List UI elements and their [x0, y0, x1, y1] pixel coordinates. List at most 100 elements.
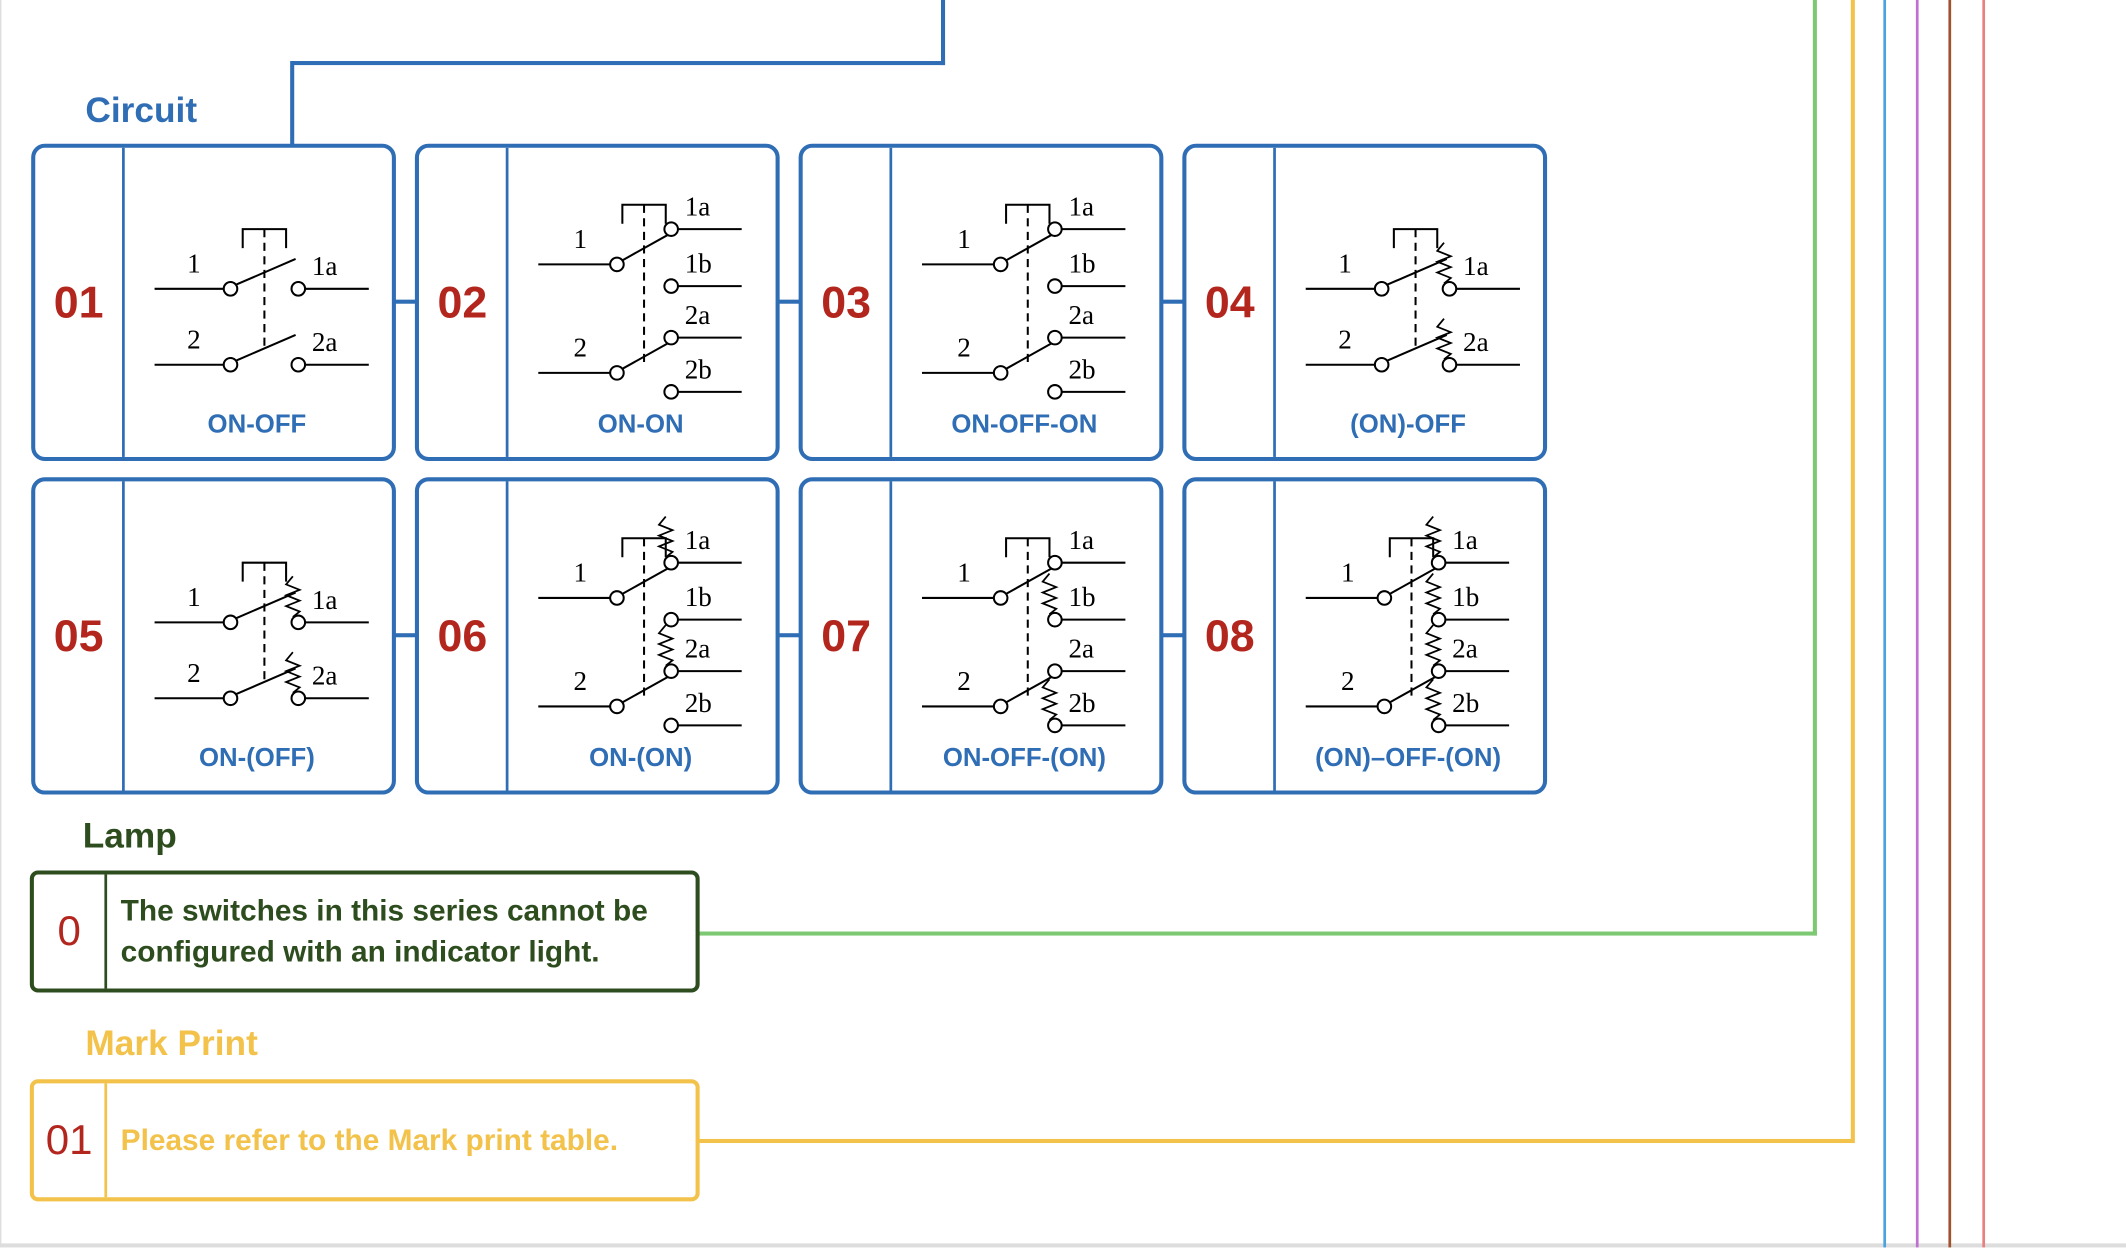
terminal-label: 2b: [1068, 354, 1095, 384]
circuit-schematic: 1 1a 1b 2 2a 2b: [538, 192, 742, 400]
terminal-circle: [1376, 698, 1393, 715]
terminal-circle: [1047, 278, 1063, 294]
terminal-label: 2: [957, 666, 971, 696]
circuit-caption: ON-(OFF): [198, 744, 315, 773]
terminal-label: 1b: [1068, 249, 1095, 279]
terminal-circle: [992, 256, 1009, 273]
circuit-option-04[interactable]: 04 (ON)-OFF 1 1a 2 2a: [1182, 143, 1548, 462]
blue-connector-line: [1883, 0, 1887, 1248]
terminal-circle: [609, 365, 625, 381]
actuator-bracket: [1388, 537, 1435, 558]
circuit-option-02[interactable]: 02 ON-ON 1 1a 1b 2 2a 2b: [414, 143, 780, 462]
circuit-option-05[interactable]: 05 ON-(OFF) 1 1a 2 2a: [31, 477, 396, 795]
circuit-option-03[interactable]: 03 ON-OFF-ON 1 1a 1b 2 2a 2b: [798, 143, 1164, 462]
pole-1: 1 1a: [154, 249, 369, 297]
lamp-number: 0: [34, 874, 108, 989]
switch-lever: [235, 258, 296, 286]
circuit-link-line: [778, 633, 800, 638]
circuit-option-07[interactable]: 07 ON-OFF-(ON) 1 1a 1b 2 2a 2b: [798, 477, 1164, 795]
circuit-schematic: 1 1a 2 2a: [154, 228, 369, 373]
pole-2: 2 2a 2b: [538, 300, 742, 400]
lamp-connector-line: [1812, 0, 1817, 936]
terminal-circle: [1430, 611, 1447, 628]
actuator-bracket: [621, 537, 667, 558]
spring-icon: [1434, 242, 1454, 285]
circuit-link-line: [1162, 299, 1184, 304]
switch-lever: [1005, 342, 1053, 370]
terminal-circle: [290, 690, 307, 707]
lamp-connector-line: [698, 931, 1817, 936]
lamp-option[interactable]: 0 The switches in this series cannot be …: [29, 870, 700, 993]
circuit-caption: ON-OFF-(ON): [942, 744, 1106, 773]
mark-print-option[interactable]: 01 Please refer to the Mark print table.: [29, 1079, 700, 1202]
terminal-circle: [992, 590, 1009, 606]
switch-lever: [621, 342, 669, 370]
pole-2: 2 2a 2b: [922, 300, 1126, 400]
circuit-link-line: [394, 299, 417, 304]
terminal-label: 1a: [1463, 251, 1489, 281]
terminal-label: 2: [187, 658, 201, 688]
terminal-label: 1a: [1452, 525, 1478, 555]
switch-lever: [235, 333, 296, 362]
switch-lever: [1005, 567, 1053, 595]
terminal-label: 1b: [685, 582, 712, 612]
pole-1: 1 1a: [154, 575, 369, 631]
switch-lever: [1386, 258, 1448, 286]
circuit-number: 04: [1186, 147, 1276, 457]
terminal-circle: [222, 356, 239, 373]
circuit-link-line: [394, 633, 417, 638]
terminal-circle: [1430, 554, 1447, 571]
circuit-option-01[interactable]: 01 ON-OFF 1 1a 2 2a: [31, 143, 396, 462]
terminal-circle: [1047, 717, 1063, 734]
terminal-circle: [290, 614, 307, 631]
circuit-caption: ON-OFF-ON: [951, 410, 1098, 440]
switch-lever: [235, 591, 296, 620]
spring-icon: [283, 651, 303, 694]
switch-lever: [1005, 233, 1053, 262]
terminal-label: 2: [1338, 324, 1352, 354]
terminal-circle: [290, 281, 307, 297]
pole-2: 2 2a: [154, 324, 369, 373]
switch-lever: [1389, 675, 1437, 704]
terminal-label: 2: [187, 324, 201, 354]
terminal-label: 2a: [1068, 300, 1094, 330]
spring-icon: [1434, 318, 1454, 361]
terminal-circle: [663, 384, 679, 400]
terminal-circle: [1047, 663, 1063, 679]
mark-print-title: Mark Print: [85, 1022, 258, 1064]
mark-connector-line: [698, 1138, 1854, 1144]
terminal-label: 1a: [312, 251, 338, 281]
terminal-circle: [1047, 384, 1063, 400]
terminal-label: 2: [574, 666, 588, 696]
circuit-caption: (ON)-OFF: [1350, 410, 1467, 440]
spring-icon: [1040, 572, 1059, 615]
circuit-option-08[interactable]: 08 (ON)–OFF-(ON) 1 1a 1b 2 2a 2b: [1182, 477, 1548, 795]
circuit-schematic: 1 1a 1b 2 2a 2b: [538, 516, 742, 734]
terminal-label: 1a: [685, 192, 711, 222]
terminal-label: 2a: [1463, 327, 1489, 357]
salmon-connector-line: [1982, 0, 1986, 1248]
circuit-schematic: 1 1a 1b 2 2a 2b: [922, 525, 1126, 734]
terminal-label: 1: [957, 558, 971, 588]
actuator-bracket: [1005, 537, 1051, 558]
switch-lever: [621, 675, 669, 704]
terminal-circle: [663, 611, 679, 628]
terminal-label: 2a: [1068, 634, 1094, 664]
terminal-circle: [1047, 611, 1063, 628]
terminal-label: 1b: [1068, 582, 1095, 612]
switch-lever: [235, 667, 296, 696]
terminal-circle: [663, 554, 679, 571]
terminal-circle: [1373, 281, 1390, 297]
terminal-label: 2: [1341, 666, 1355, 696]
spring-icon: [1424, 624, 1443, 667]
spring-icon: [656, 516, 675, 558]
circuit-caption: ON-ON: [597, 410, 684, 440]
terminal-circle: [992, 698, 1009, 715]
terminal-circle: [290, 356, 307, 373]
terminal-label: 1: [1338, 249, 1352, 279]
circuit-caption: ON-(ON): [589, 744, 693, 773]
circuit-option-06[interactable]: 06 ON-(ON) 1 1a 1b 2 2a 2b: [414, 477, 780, 795]
switch-lever: [1389, 567, 1437, 595]
terminal-circle: [992, 365, 1009, 381]
pole-2: 2 2a 2b: [538, 624, 742, 734]
